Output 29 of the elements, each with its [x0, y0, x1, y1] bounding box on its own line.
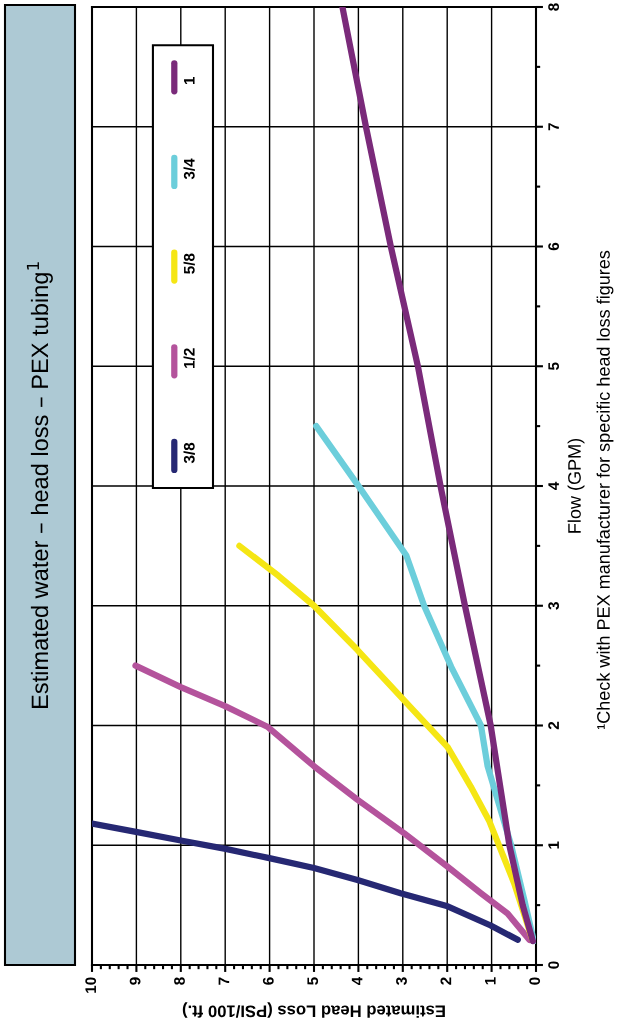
legend-label: 3/4	[183, 158, 195, 180]
x-tick-label: 3	[396, 977, 407, 985]
y-tick-label: 5	[548, 362, 560, 371]
y-axis-title: Flow (GPM)	[567, 438, 585, 533]
legend-label: 1	[184, 76, 195, 85]
x-tick-label: 6	[262, 977, 274, 985]
legend-label: 5/8	[183, 253, 195, 274]
y-tick-label: 7	[548, 123, 559, 131]
x-tick-label: 2	[440, 977, 452, 985]
legend-label: 1/2	[183, 348, 195, 368]
x-tick-label: 1	[485, 977, 496, 985]
y-tick-label: 4	[548, 481, 559, 491]
legend-label: 3/8	[183, 442, 195, 464]
x-tick-label: 8	[174, 977, 185, 985]
x-tick-label: 7	[218, 977, 230, 985]
x-tick-label: 4	[351, 976, 363, 986]
x-tick-label: 9	[129, 977, 141, 985]
x-tick-label: 10	[85, 977, 97, 993]
y-tick-label: 3	[548, 602, 560, 610]
x-axis-title: Estimated Head Loss (PSI/100 ft.)	[182, 1002, 445, 1018]
text: Estimated water – head loss – PEX tubing$^{1}$	[26, 262, 53, 708]
x-tick-label: 5	[307, 977, 319, 985]
x-tick-label: 0	[529, 977, 541, 985]
text: ¹Check with PEX manufacturer for specific head loss figures	[596, 250, 614, 730]
y-tick-label: 0	[548, 961, 560, 969]
y-tick-label: 2	[548, 721, 559, 730]
y-tick-label: 6	[548, 242, 560, 251]
y-tick-label: 1	[548, 841, 559, 849]
y-tick-label: 8	[548, 3, 560, 11]
